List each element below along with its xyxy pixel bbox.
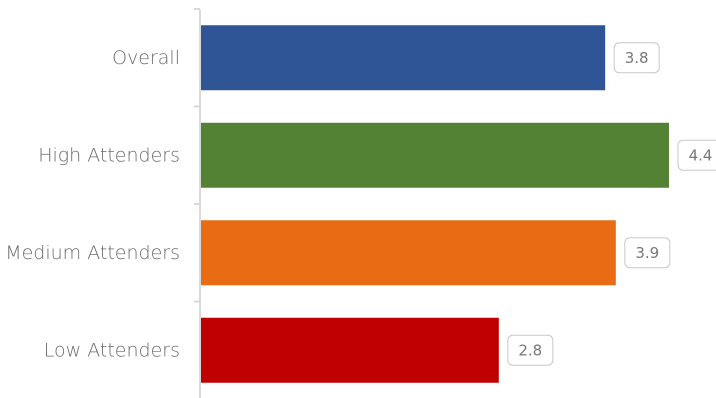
category-label: High Attenders [38, 144, 180, 166]
bar [201, 122, 669, 188]
data-label: 2.8 [518, 341, 542, 359]
data-label-box [507, 334, 554, 366]
bar [201, 220, 616, 286]
category-label: Overall [112, 47, 180, 69]
bar [201, 317, 499, 383]
category-labels-group: Overall High Attenders Medium Attenders Low… [5, 47, 180, 362]
value-labels-group: 3.8 4.4 3.9 2.8 [507, 42, 716, 366]
bars-group [201, 25, 669, 383]
data-label-box [624, 237, 671, 269]
data-label: 3.8 [625, 49, 649, 67]
data-label-box [677, 139, 716, 171]
category-label: Low Attenders [44, 339, 180, 361]
axis-ticks [194, 8, 200, 303]
data-label-box [613, 42, 660, 74]
category-label: Medium Attenders [5, 242, 180, 264]
bar [201, 25, 606, 91]
data-label: 4.4 [689, 146, 713, 164]
data-label: 3.9 [635, 244, 659, 262]
